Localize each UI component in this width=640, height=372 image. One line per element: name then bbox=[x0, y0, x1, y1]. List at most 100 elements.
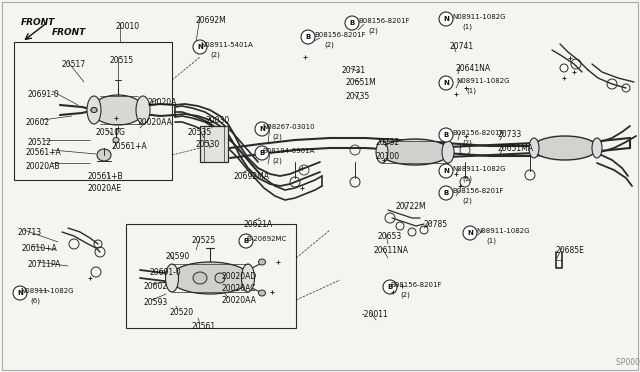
Text: (1): (1) bbox=[462, 24, 472, 31]
Text: 20517: 20517 bbox=[62, 60, 86, 69]
Ellipse shape bbox=[215, 273, 225, 283]
Text: 20691-0: 20691-0 bbox=[150, 268, 182, 277]
Text: 20525: 20525 bbox=[192, 236, 216, 245]
Text: 20020AC: 20020AC bbox=[222, 284, 257, 293]
Text: 20785: 20785 bbox=[424, 220, 448, 229]
Text: 20020AD: 20020AD bbox=[222, 272, 257, 281]
Ellipse shape bbox=[259, 259, 266, 265]
Text: N: N bbox=[467, 230, 473, 236]
Text: N08911-5401A: N08911-5401A bbox=[200, 42, 253, 48]
Ellipse shape bbox=[91, 108, 97, 112]
Text: 20535: 20535 bbox=[188, 128, 212, 137]
Circle shape bbox=[345, 16, 359, 30]
Ellipse shape bbox=[193, 272, 207, 284]
Ellipse shape bbox=[113, 138, 119, 142]
Text: 20030: 20030 bbox=[205, 116, 229, 125]
Text: SP0000 8: SP0000 8 bbox=[616, 358, 640, 367]
Text: 20515: 20515 bbox=[110, 56, 134, 65]
Text: 20520: 20520 bbox=[170, 308, 194, 317]
Text: (2): (2) bbox=[462, 140, 472, 147]
Circle shape bbox=[255, 146, 269, 160]
Text: 20651MA: 20651MA bbox=[498, 144, 534, 153]
Text: -20011: -20011 bbox=[362, 310, 388, 319]
Text: (2): (2) bbox=[324, 42, 334, 48]
Text: 20611NA: 20611NA bbox=[374, 246, 409, 255]
Text: 20691-0: 20691-0 bbox=[28, 90, 60, 99]
Text: 20561+A: 20561+A bbox=[112, 142, 148, 151]
Text: 20593: 20593 bbox=[144, 298, 168, 307]
Bar bbox=[14, 42, 172, 180]
Text: B: B bbox=[349, 20, 355, 26]
Text: 20735: 20735 bbox=[346, 92, 371, 101]
Text: 20020A: 20020A bbox=[148, 98, 177, 107]
Circle shape bbox=[301, 30, 315, 44]
Circle shape bbox=[255, 122, 269, 136]
Text: 20692MA: 20692MA bbox=[233, 172, 269, 181]
Ellipse shape bbox=[380, 139, 450, 165]
Text: B: B bbox=[387, 284, 392, 290]
Circle shape bbox=[439, 164, 453, 178]
Text: 20653: 20653 bbox=[378, 232, 403, 241]
Text: 20530: 20530 bbox=[196, 140, 220, 149]
Text: N: N bbox=[443, 16, 449, 22]
Text: 20561+B: 20561+B bbox=[88, 172, 124, 181]
Text: B: B bbox=[444, 190, 449, 196]
Text: 20020AA: 20020AA bbox=[138, 118, 173, 127]
Text: B-20692MC: B-20692MC bbox=[246, 236, 286, 242]
Text: 20733: 20733 bbox=[498, 130, 522, 139]
Circle shape bbox=[383, 280, 397, 294]
Text: 20711PA: 20711PA bbox=[28, 260, 61, 269]
Ellipse shape bbox=[376, 141, 388, 163]
Text: 20731: 20731 bbox=[342, 66, 366, 75]
Text: N08911-1082G: N08911-1082G bbox=[20, 288, 74, 294]
Circle shape bbox=[439, 12, 453, 26]
Text: B: B bbox=[259, 150, 264, 156]
Text: FRONT: FRONT bbox=[21, 18, 55, 27]
Text: (2): (2) bbox=[272, 158, 282, 164]
Text: 20651M: 20651M bbox=[346, 78, 377, 87]
Text: N: N bbox=[197, 44, 203, 50]
Text: B08156-8201F: B08156-8201F bbox=[452, 130, 504, 136]
Text: 20020AE: 20020AE bbox=[88, 184, 122, 193]
Text: (2): (2) bbox=[272, 134, 282, 141]
Ellipse shape bbox=[241, 264, 255, 292]
Text: 20692M: 20692M bbox=[195, 16, 226, 25]
Circle shape bbox=[439, 186, 453, 200]
Text: (2): (2) bbox=[400, 292, 410, 298]
Ellipse shape bbox=[136, 96, 150, 124]
Ellipse shape bbox=[259, 290, 266, 296]
Text: B08156-8201F: B08156-8201F bbox=[314, 32, 365, 38]
Text: N08267-03010: N08267-03010 bbox=[262, 124, 315, 130]
Ellipse shape bbox=[91, 108, 97, 112]
Text: (1): (1) bbox=[466, 88, 476, 94]
Text: 20512: 20512 bbox=[28, 138, 52, 147]
Text: B: B bbox=[243, 238, 248, 244]
Ellipse shape bbox=[442, 141, 454, 163]
Ellipse shape bbox=[592, 138, 602, 158]
Text: N: N bbox=[17, 290, 23, 296]
Text: 20602: 20602 bbox=[26, 118, 50, 127]
Text: 20602: 20602 bbox=[144, 282, 168, 291]
Text: B08156-8201F: B08156-8201F bbox=[358, 18, 410, 24]
Text: (6): (6) bbox=[30, 298, 40, 305]
Text: N: N bbox=[443, 80, 449, 86]
Text: (1): (1) bbox=[462, 176, 472, 183]
Ellipse shape bbox=[87, 96, 101, 124]
Text: FRONT: FRONT bbox=[52, 28, 86, 37]
Text: 20621A: 20621A bbox=[244, 220, 273, 229]
Text: B: B bbox=[444, 132, 449, 138]
Text: 20100: 20100 bbox=[376, 152, 400, 161]
Text: 20741: 20741 bbox=[450, 42, 474, 51]
Ellipse shape bbox=[92, 95, 144, 125]
Text: B08194-0301A: B08194-0301A bbox=[262, 148, 314, 154]
Text: N08911-1082G: N08911-1082G bbox=[476, 228, 529, 234]
Text: 20561: 20561 bbox=[192, 322, 216, 331]
Ellipse shape bbox=[166, 264, 179, 292]
Text: 20722M: 20722M bbox=[396, 202, 427, 211]
Circle shape bbox=[439, 128, 453, 142]
Text: 20590: 20590 bbox=[166, 252, 190, 261]
Circle shape bbox=[13, 286, 27, 300]
Text: (2): (2) bbox=[462, 198, 472, 205]
Text: N08911-1082G: N08911-1082G bbox=[452, 14, 506, 20]
Text: 20510G: 20510G bbox=[96, 128, 126, 137]
